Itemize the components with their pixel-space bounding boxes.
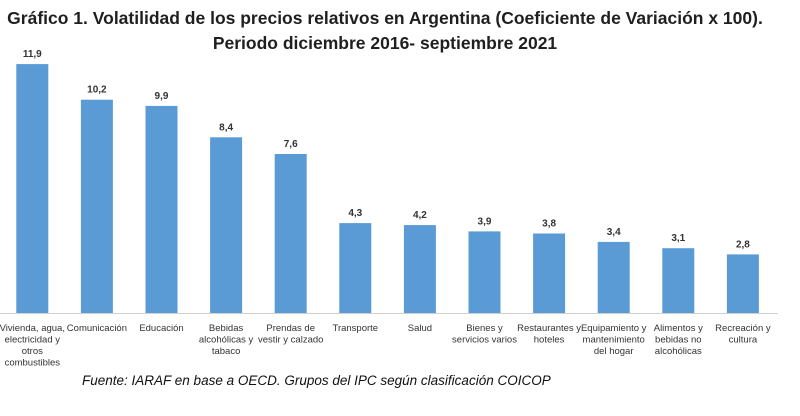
category-label-5: Transporte: [333, 323, 379, 334]
value-label-3: 8,4: [219, 122, 233, 133]
category-label-9: Equipamiento y mantenimiento del hogar: [581, 323, 647, 357]
source-note: Fuente: IARAF en base a OECD. Grupos del…: [82, 373, 551, 388]
value-label-2: 9,9: [155, 91, 169, 102]
bar-0: [16, 64, 49, 313]
bar-5: [339, 223, 372, 313]
category-label-11: Recreación y cultura: [715, 323, 771, 346]
category-label-1: Comunicación: [67, 323, 127, 334]
chart-title: Gráfico 1. Volatilidad de los precios re…: [0, 6, 770, 56]
bar-11: [726, 254, 759, 313]
value-label-1: 10,2: [87, 85, 107, 96]
value-label-11: 2,8: [736, 239, 750, 250]
value-label-6: 4,2: [413, 210, 427, 221]
value-label-9: 3,4: [607, 227, 621, 238]
value-label-4: 7,6: [284, 139, 298, 150]
value-label-0: 11,9: [23, 49, 42, 60]
bar-10: [662, 248, 695, 313]
bar-3: [210, 137, 243, 313]
value-label-10: 3,1: [671, 233, 685, 244]
bars-layer: [16, 64, 759, 314]
category-label-8: Restaurantes y hoteles: [517, 323, 581, 346]
bar-4: [274, 154, 307, 313]
bar-8: [533, 233, 566, 313]
category-label-3: Bebidas alcohólicas y tabaco: [199, 323, 254, 357]
bar-7: [468, 231, 501, 313]
labels-layer: 11,9 Vivienda, agua, electricidad y otros co…: [0, 49, 771, 368]
bar-9: [597, 241, 630, 313]
category-label-0: Vivienda, agua, electricidad y otros combus…: [0, 323, 65, 369]
bar-6: [403, 225, 436, 313]
category-label-6: Salud: [408, 323, 432, 334]
category-label-10: Alimentos y bebidas no alcohólicas: [654, 323, 703, 357]
value-label-7: 3,9: [478, 216, 492, 227]
chart-title-line-1: Gráfico 1. Volatilidad de los precios re…: [7, 8, 763, 28]
value-label-5: 4,3: [348, 208, 362, 219]
value-label-8: 3,8: [542, 219, 556, 230]
chart-title-line-2: Periodo diciembre 2016- septiembre 2021: [212, 33, 558, 53]
bar-2: [145, 105, 178, 314]
category-label-2: Educación: [139, 323, 183, 334]
bar-1: [80, 99, 113, 313]
category-label-4: Prendas de vestir y calzado: [258, 323, 323, 346]
category-label-7: Bienes y servicios varios: [452, 323, 517, 346]
